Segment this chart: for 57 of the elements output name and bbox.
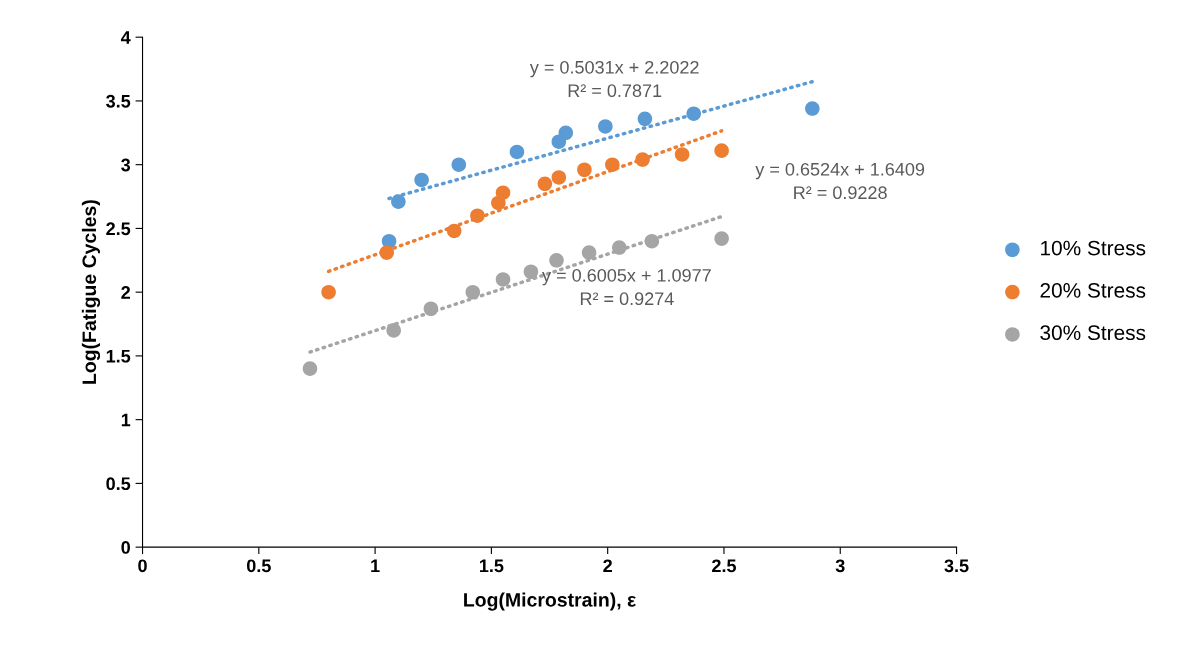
- point: [714, 231, 729, 246]
- x-tick-label: 1: [371, 559, 380, 573]
- point: [577, 162, 592, 178]
- point: [598, 119, 613, 134]
- y-tick-label: 2.5: [106, 222, 131, 236]
- point: [302, 361, 318, 376]
- point: [379, 245, 395, 260]
- point: [549, 253, 564, 268]
- point: [495, 185, 511, 200]
- annotation: y = 0.6524x + 1.6409 R² = 0.9228: [755, 162, 925, 200]
- point: [509, 144, 525, 160]
- point: [551, 170, 567, 185]
- point: [451, 157, 467, 172]
- x-tick-label: 2: [603, 559, 612, 573]
- point: [423, 301, 439, 317]
- point: [644, 233, 660, 249]
- x-tick-label: 2.5: [712, 559, 737, 573]
- point: [612, 240, 627, 255]
- point: [537, 176, 553, 192]
- point: [805, 101, 820, 116]
- point: [558, 125, 574, 141]
- legend-label: 10% Stress: [1041, 240, 1146, 256]
- point: [605, 157, 620, 172]
- point: [386, 323, 401, 338]
- point: [414, 172, 429, 188]
- point: [674, 147, 690, 162]
- legend-label: 30% Stress: [1040, 325, 1146, 341]
- x-tick-label: 1.5: [479, 559, 504, 573]
- point: [523, 264, 539, 280]
- point: [495, 272, 511, 287]
- point: [635, 152, 650, 167]
- point: [581, 245, 597, 260]
- y-tick-label: 1: [121, 413, 131, 427]
- annotation: y = 0.5031x + 2.2022 R² = 0.7871: [529, 60, 699, 98]
- y-tick-label: 3: [121, 158, 131, 172]
- legend-label: 20% Stress: [1040, 283, 1146, 298]
- x-tick-label: 0.5: [246, 559, 271, 573]
- x-tick-label: 3: [835, 559, 845, 573]
- point: [321, 284, 336, 300]
- point: [686, 106, 702, 121]
- point: [465, 284, 481, 300]
- annotation: y = 0.6005x + 1.0977 R² = 0.9274: [542, 268, 711, 306]
- y-tick-label: 2: [121, 286, 131, 299]
- point: [714, 143, 729, 158]
- point: [391, 194, 406, 209]
- point: [470, 208, 485, 223]
- point: [446, 223, 462, 239]
- x-axis-title: Log(Microstrain), ε: [464, 592, 636, 611]
- y-tick-label: 0: [121, 541, 130, 554]
- y-tick-label: 1.5: [106, 350, 131, 363]
- y-tick-label: 0.5: [106, 477, 131, 491]
- point: [637, 111, 653, 127]
- x-tick-label: 3.5: [944, 559, 969, 573]
- y-axis-title: Log(Fatigue Cycles): [81, 200, 101, 384]
- y-tick-label: 4: [120, 31, 131, 44]
- x-tick-label: 0: [138, 559, 147, 573]
- y-tick-label: 3.5: [106, 94, 131, 108]
